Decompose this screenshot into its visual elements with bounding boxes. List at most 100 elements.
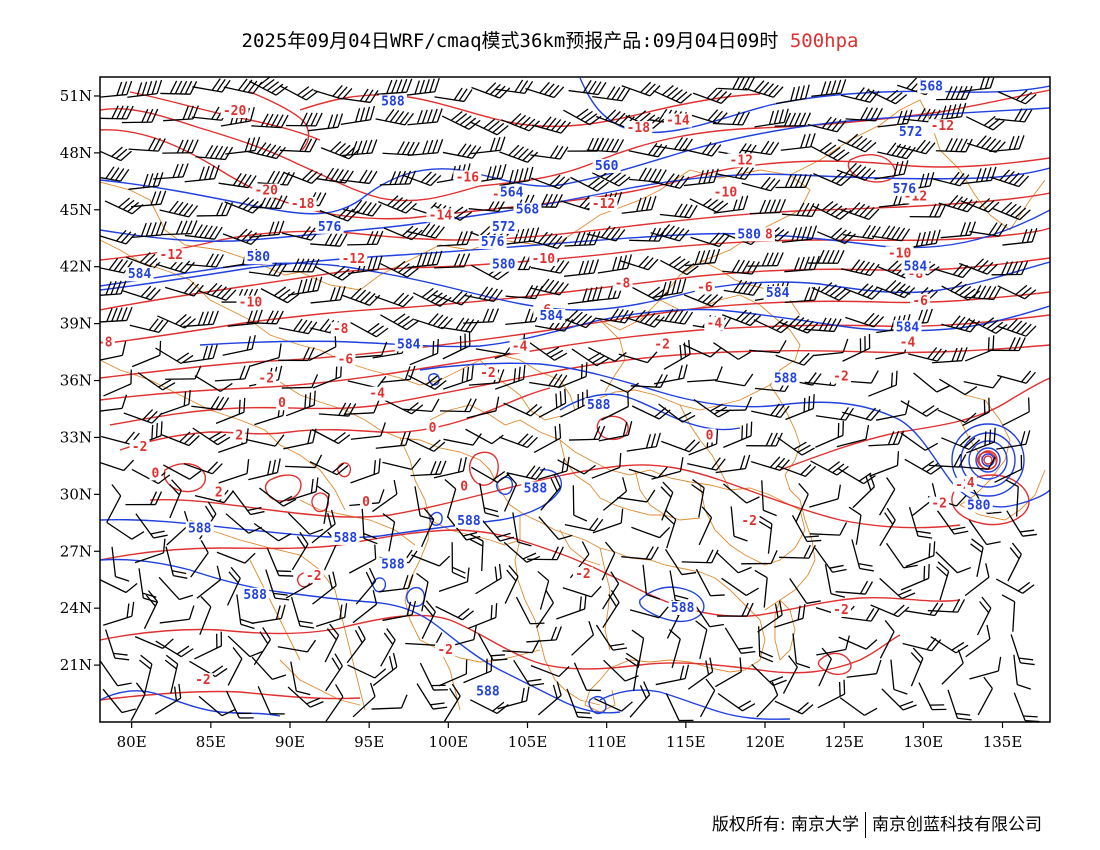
contour-label-bg (771, 371, 800, 386)
wind-barb (139, 654, 153, 694)
wind-barb (249, 77, 288, 96)
wind-barb (568, 425, 606, 441)
wind-barb (688, 109, 728, 124)
wind-barb (311, 428, 351, 445)
wind-barb (714, 657, 742, 688)
wind-barb (938, 194, 978, 213)
contour-label-bg (711, 185, 740, 200)
footer-separator (865, 812, 866, 838)
wind-barb (868, 430, 905, 447)
wind-barb (183, 344, 218, 364)
wind-barb (288, 276, 323, 296)
y-tick-label: 36N (60, 372, 92, 390)
contour-label: -12 (931, 119, 954, 134)
wind-barb (881, 688, 917, 711)
wind-barb (890, 659, 908, 695)
contour-label: -12 (160, 248, 183, 263)
wind-barb (905, 541, 936, 568)
wind-barb (161, 220, 198, 236)
wind-barb (941, 435, 981, 451)
wind-barb (715, 551, 752, 574)
wind-barb (416, 683, 448, 710)
wind-barb (836, 425, 870, 448)
contour-label: -6 (338, 353, 354, 368)
wind-barb (278, 318, 318, 335)
x-tick-label: 135E (983, 733, 1023, 751)
wind-barb (965, 115, 1005, 131)
wind-barb (749, 198, 786, 215)
contour-label: -14 (666, 114, 690, 129)
wind-barb (464, 286, 503, 303)
y-tick-label: 45N (60, 201, 92, 219)
wind-barb (777, 437, 815, 456)
wind-barb (683, 168, 719, 187)
x-tick-label: 80E (117, 733, 147, 751)
wind-barb (382, 600, 417, 622)
wind-barb (930, 636, 969, 654)
wind-barb (959, 258, 998, 275)
contour-label: 0 (362, 495, 370, 510)
wind-barb (125, 491, 163, 506)
wind-barb (471, 466, 510, 483)
wind-barb (900, 400, 939, 417)
contour-label: -20 (255, 184, 279, 199)
contour-label-bg (704, 316, 725, 331)
wind-barb (996, 430, 1031, 450)
wind-barb (407, 250, 443, 269)
wind-barb (811, 282, 851, 301)
contour-label-bg (831, 602, 851, 617)
wind-barb (991, 261, 1029, 276)
wind-barb (758, 626, 774, 663)
contour-label: 568 (920, 79, 944, 94)
contour-label-bg (473, 684, 502, 699)
wind-barb (130, 682, 146, 722)
y-tick-label: 39N (60, 315, 92, 333)
wind-barb (529, 373, 568, 388)
wind-barb (792, 633, 811, 669)
contour-label-bg (157, 248, 186, 263)
wind-barb (285, 454, 323, 469)
y-tick-label: 51N (60, 87, 92, 105)
wind-barb (876, 400, 910, 421)
wind-barb (754, 108, 789, 128)
contour-label-bg (426, 420, 439, 435)
wind-barb (804, 317, 842, 333)
wind-barb (900, 564, 930, 591)
wind-barb (751, 403, 790, 419)
wind-barb (103, 369, 132, 397)
wind-barb (571, 620, 595, 656)
contour-label-bg (589, 197, 618, 211)
wind-barb (940, 221, 977, 239)
wind-barb (602, 477, 628, 511)
copyright-footer: 版权所有: 南京大学 南京创蓝科技有限公司 (712, 810, 1042, 838)
contour-label: -2 (437, 643, 453, 658)
wind-barb (106, 521, 145, 540)
wind-barb (530, 665, 570, 678)
wind-barb (538, 388, 567, 418)
wind-barb (411, 554, 451, 567)
contour-label: 568 (516, 203, 540, 218)
wind-barb (341, 287, 381, 306)
wind-barb (835, 580, 874, 595)
wind-barb (600, 379, 639, 394)
y-tick-label: 21N (60, 656, 92, 674)
y-tick-label: 33N (60, 428, 92, 446)
y-tick-label: 30N (60, 485, 92, 503)
contour-label: -2 (195, 673, 211, 688)
wind-barb (730, 506, 748, 542)
wind-barb (186, 253, 224, 268)
contour-label-bg (244, 250, 273, 265)
wind-barb (374, 292, 414, 308)
wind-barb (778, 544, 816, 559)
wind-barb (530, 278, 569, 296)
contour-label-bg (694, 280, 715, 295)
contour-label-bg (477, 365, 498, 380)
wind-barb (479, 483, 499, 518)
contour-label: -2 (741, 514, 757, 529)
contour-label-bg (212, 485, 225, 500)
wind-barb (989, 135, 1025, 153)
wind-barb (813, 338, 849, 357)
wind-barb (433, 290, 473, 306)
wind-barb (100, 578, 138, 594)
wind-barb (744, 80, 784, 98)
